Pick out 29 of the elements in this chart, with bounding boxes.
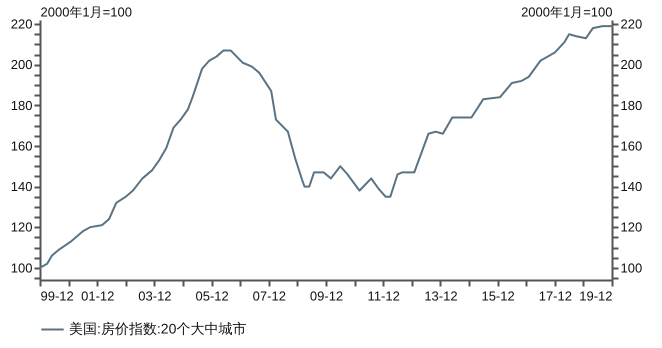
line-series <box>39 25 613 269</box>
y-tick-label: 100 <box>10 260 32 276</box>
y-tick-label: 220 <box>10 16 32 32</box>
y2-tick-label: 180 <box>620 98 642 113</box>
y-axis-title: 2000年1月=100 <box>40 4 132 20</box>
y2-tick-label: 100 <box>620 260 642 276</box>
y2-axis-title: 2000年1月=100 <box>521 4 612 20</box>
y2-tick-label: 120 <box>620 220 642 235</box>
x-tick-label: 17-12 <box>538 288 572 304</box>
y2-tick-label: 140 <box>620 179 642 194</box>
x-tick-label: 07-12 <box>252 288 286 304</box>
y2-tick-label: 220 <box>620 16 642 32</box>
x-tick-label: 19-12 <box>579 288 612 304</box>
y-tick-label: 180 <box>10 98 32 113</box>
legend-label: 美国:房价指数:20个大中城市 <box>69 320 246 336</box>
x-tick-label: 13-12 <box>424 288 458 304</box>
x-tick-label: 11-12 <box>368 288 400 304</box>
x-tick-label: 05-12 <box>196 288 229 304</box>
x-tick-label: 03-12 <box>138 288 172 304</box>
x-tick-label: 01-12 <box>81 288 114 304</box>
y2-tick-label: 200 <box>620 57 642 72</box>
y-tick-label: 200 <box>10 57 32 72</box>
y2-tick-label: 160 <box>620 138 642 154</box>
y-tick-label: 160 <box>10 138 32 154</box>
x-tick-label: 15-12 <box>481 288 515 304</box>
x-tick-label: 09-12 <box>310 288 344 304</box>
y-tick-label: 120 <box>10 220 32 235</box>
y-tick-label: 140 <box>10 179 32 194</box>
x-tick-label: 99-12 <box>40 288 74 304</box>
